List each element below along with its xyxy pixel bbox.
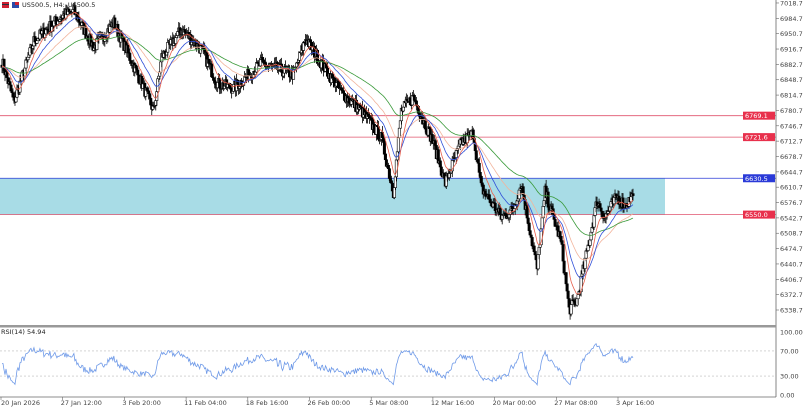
price-tick-label: 6542.7 bbox=[780, 214, 803, 222]
candle bbox=[526, 217, 530, 224]
time-tick-label: 26 Feb 00:00 bbox=[308, 399, 351, 407]
candle bbox=[540, 217, 544, 230]
candle bbox=[212, 77, 216, 81]
price-tick-label: 6406.7 bbox=[780, 276, 803, 284]
rsi-line bbox=[2, 342, 634, 387]
price-label-box bbox=[743, 210, 775, 219]
price-label: 6630.5 bbox=[745, 175, 768, 183]
candle bbox=[564, 272, 568, 285]
candle bbox=[559, 235, 563, 241]
price-tick-label: 6474.7 bbox=[780, 245, 803, 253]
chart-menu-icon[interactable] bbox=[2, 2, 9, 8]
time-tick-label: 27 Jan 12:00 bbox=[61, 399, 102, 407]
time-tick-label: 3 Apr 16:00 bbox=[616, 399, 654, 407]
candle bbox=[631, 193, 635, 196]
price-tick-label: 6984.7 bbox=[780, 15, 803, 23]
price-tick-label: 6678.7 bbox=[780, 153, 803, 161]
price-tick-label: 6882.7 bbox=[780, 61, 803, 69]
candle bbox=[423, 119, 427, 130]
time-tick-label: 5 Mar 08:00 bbox=[369, 399, 408, 407]
symbol-timeframe: US500.5, H4: bbox=[22, 1, 65, 9]
time-tick-label: 27 Mar 08:00 bbox=[554, 399, 597, 407]
time-tick-label: 20 Jan 2026 bbox=[1, 399, 40, 407]
price-tick-label: 6576.7 bbox=[780, 199, 803, 207]
candle bbox=[538, 244, 542, 248]
candles bbox=[0, 1, 635, 320]
candle bbox=[546, 191, 550, 208]
candle bbox=[576, 294, 580, 300]
price-label-box bbox=[743, 133, 775, 142]
candle bbox=[525, 205, 529, 219]
ma-soft-line bbox=[1, 26, 634, 261]
time-tick-label: 18 Feb 16:00 bbox=[246, 399, 289, 407]
price-tick-label: 6814.7 bbox=[780, 92, 803, 100]
time-tick-label: 3 Feb 20:00 bbox=[122, 399, 161, 407]
candle bbox=[397, 127, 401, 138]
time-tick-label: 20 Mar 00:00 bbox=[493, 399, 536, 407]
price-label: 6769.1 bbox=[745, 112, 768, 120]
symbol-description: US500.5 bbox=[67, 1, 96, 9]
candle bbox=[35, 40, 39, 44]
price-label: 6550.0 bbox=[745, 211, 768, 219]
price-tick-label: 6338.7 bbox=[780, 307, 803, 315]
candle bbox=[134, 64, 138, 69]
price-tick-label: 6712.7 bbox=[780, 138, 803, 146]
price-tick-label: 6916.7 bbox=[780, 46, 803, 54]
price-tick-label: 6780.7 bbox=[780, 107, 803, 115]
candle bbox=[262, 59, 266, 63]
pane-separator bbox=[0, 325, 776, 328]
candle bbox=[528, 230, 532, 236]
ma-slow-line bbox=[1, 36, 634, 236]
rsi-tick-label: 30.00 bbox=[780, 373, 799, 381]
symbol-flag-icon[interactable] bbox=[12, 2, 19, 8]
rsi-tick-label: 0.00 bbox=[780, 392, 794, 400]
price-tick-label: 6644.7 bbox=[780, 168, 803, 176]
price-tick-label: 6440.7 bbox=[780, 260, 803, 268]
price-tick-label: 6610.7 bbox=[780, 184, 803, 192]
price-tick-label: 6848.7 bbox=[780, 76, 803, 84]
candle bbox=[569, 304, 573, 315]
candle bbox=[529, 234, 533, 238]
price-label-box bbox=[743, 111, 775, 120]
ma-fast-line bbox=[1, 11, 634, 295]
candle bbox=[149, 98, 153, 106]
support-zone bbox=[0, 178, 665, 215]
price-tick-label: 6746.7 bbox=[780, 122, 803, 130]
price-tick-label: 6950.7 bbox=[780, 30, 803, 38]
price-label-box bbox=[743, 174, 775, 183]
rsi-tick-label: 100.00 bbox=[780, 329, 803, 337]
price-label: 6721.6 bbox=[745, 134, 768, 142]
rsi-tick-label: 70.00 bbox=[780, 347, 799, 355]
candle bbox=[174, 37, 178, 44]
price-tick-label: 6372.7 bbox=[780, 291, 803, 299]
rsi-label: RSI(14) 54.94 bbox=[1, 328, 46, 336]
chart-header: US500.5, H4: US500.5 bbox=[2, 1, 95, 9]
candle bbox=[147, 90, 151, 95]
candle bbox=[2, 58, 6, 71]
time-tick-label: 12 Mar 16:00 bbox=[431, 399, 474, 407]
price-tick-label: 6508.7 bbox=[780, 230, 803, 238]
candle bbox=[396, 137, 400, 153]
ma-mid-line bbox=[1, 17, 634, 279]
time-tick-label: 11 Feb 04:00 bbox=[184, 399, 227, 407]
price-tick-label: 7018.7 bbox=[780, 0, 803, 7]
